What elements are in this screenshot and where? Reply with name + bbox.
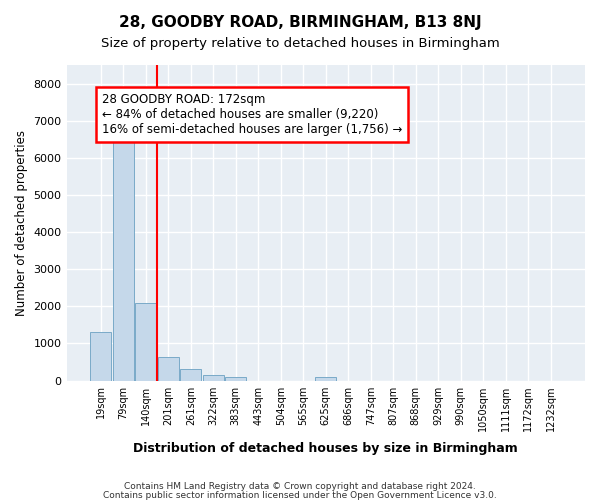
- Y-axis label: Number of detached properties: Number of detached properties: [15, 130, 28, 316]
- Text: Contains HM Land Registry data © Crown copyright and database right 2024.: Contains HM Land Registry data © Crown c…: [124, 482, 476, 491]
- Bar: [203, 374, 224, 380]
- Text: Contains public sector information licensed under the Open Government Licence v3: Contains public sector information licen…: [103, 490, 497, 500]
- X-axis label: Distribution of detached houses by size in Birmingham: Distribution of detached houses by size …: [133, 442, 518, 455]
- Bar: [315, 377, 337, 380]
- Bar: [180, 369, 202, 380]
- Text: Size of property relative to detached houses in Birmingham: Size of property relative to detached ho…: [101, 38, 499, 51]
- Text: 28, GOODBY ROAD, BIRMINGHAM, B13 8NJ: 28, GOODBY ROAD, BIRMINGHAM, B13 8NJ: [119, 15, 481, 30]
- Text: 28 GOODBY ROAD: 172sqm
← 84% of detached houses are smaller (9,220)
16% of semi-: 28 GOODBY ROAD: 172sqm ← 84% of detached…: [102, 93, 402, 136]
- Bar: [90, 332, 112, 380]
- Bar: [113, 136, 134, 380]
- Bar: [158, 357, 179, 380]
- Bar: [135, 302, 157, 380]
- Bar: [225, 377, 247, 380]
